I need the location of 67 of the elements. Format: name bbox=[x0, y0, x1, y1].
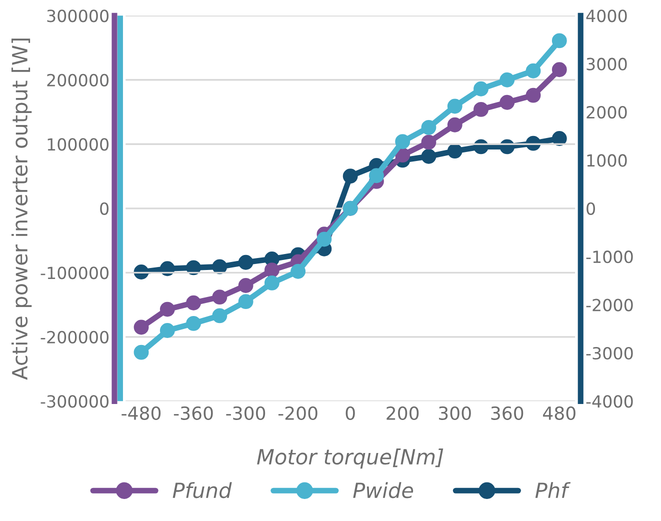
x-tick-label: 480 bbox=[543, 406, 576, 420]
point bbox=[447, 144, 462, 159]
point bbox=[160, 261, 175, 276]
point bbox=[316, 232, 332, 247]
point bbox=[447, 98, 462, 114]
point bbox=[186, 260, 201, 276]
x-tick-label: -300 bbox=[226, 406, 266, 420]
point bbox=[238, 278, 254, 293]
point bbox=[212, 308, 228, 324]
point bbox=[526, 63, 541, 78]
x-tick-label: -200 bbox=[278, 406, 318, 420]
point bbox=[212, 290, 228, 305]
legend-label: Pwide bbox=[353, 482, 414, 498]
point bbox=[134, 320, 149, 335]
point bbox=[290, 264, 306, 279]
x-tick-label: 300 bbox=[439, 406, 471, 420]
point bbox=[160, 302, 175, 317]
x-tick-label: 360 bbox=[491, 406, 524, 420]
point bbox=[186, 295, 201, 310]
point bbox=[212, 259, 228, 274]
y-tick-label: -200000 bbox=[40, 330, 109, 344]
point bbox=[552, 62, 567, 78]
y2-tick-label: 2000 bbox=[586, 106, 627, 119]
x-tick-label: -480 bbox=[122, 406, 161, 420]
point bbox=[421, 120, 436, 135]
y2-tick-label: -3000 bbox=[586, 346, 633, 360]
x-tick-label: 0 bbox=[346, 406, 355, 420]
y-tick-label: -300000 bbox=[40, 395, 109, 408]
point bbox=[421, 134, 436, 150]
x-tick-label: -360 bbox=[174, 406, 213, 420]
point bbox=[500, 94, 515, 110]
point bbox=[447, 117, 462, 132]
y2-tick-label: -4000 bbox=[586, 395, 633, 408]
point bbox=[369, 168, 384, 184]
y-tick-label: 300000 bbox=[47, 10, 109, 22]
y2-tick-label: -1000 bbox=[586, 250, 633, 264]
point bbox=[160, 323, 175, 338]
y-tick-label: 200000 bbox=[47, 74, 109, 86]
y2-tick-label: -2000 bbox=[586, 298, 633, 312]
x-tick-label: 200 bbox=[386, 406, 419, 420]
y2-tick-label: 4000 bbox=[586, 10, 627, 22]
y2-tick-label: 3000 bbox=[586, 58, 627, 70]
point bbox=[395, 148, 410, 163]
point bbox=[500, 72, 515, 88]
y-tick-label: -100000 bbox=[40, 266, 109, 280]
point bbox=[238, 254, 254, 270]
point bbox=[264, 262, 280, 278]
point bbox=[186, 316, 201, 331]
point bbox=[264, 275, 280, 290]
point bbox=[238, 294, 254, 310]
point bbox=[342, 168, 358, 184]
y-tick-label: 0 bbox=[100, 202, 109, 215]
point bbox=[552, 33, 567, 48]
y2-tick-label: 0 bbox=[586, 202, 595, 215]
y2-tick-label: 1000 bbox=[587, 154, 627, 167]
point bbox=[134, 344, 149, 360]
point bbox=[552, 131, 567, 146]
point bbox=[474, 81, 488, 96]
point bbox=[421, 148, 436, 164]
x-axis-title: Motor torque[Nm] bbox=[257, 448, 444, 469]
legend-label: Phf bbox=[535, 482, 571, 498]
y-axis-title: Active power inverter output [W] bbox=[11, 38, 32, 380]
point bbox=[395, 134, 410, 150]
point bbox=[474, 102, 488, 117]
y-tick-label: 100000 bbox=[48, 138, 109, 151]
legend-label: Pfund bbox=[172, 482, 232, 498]
point bbox=[526, 88, 541, 103]
